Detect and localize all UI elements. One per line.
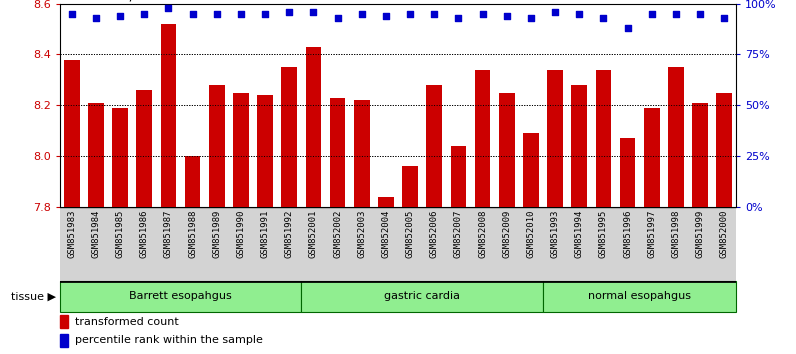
Text: GSM852008: GSM852008 (478, 209, 487, 258)
Bar (451, 146, 466, 354)
Point (718, 15, 731, 21)
Point (331, 15, 344, 21)
Text: GSM852010: GSM852010 (526, 209, 536, 258)
Point (669, 11, 682, 17)
Bar (257, 95, 273, 354)
Text: GSM851990: GSM851990 (236, 209, 245, 258)
Bar (572, 85, 587, 354)
Point (573, 11, 586, 17)
Bar (474, 70, 490, 354)
Point (114, 13, 127, 19)
Bar (716, 93, 732, 354)
Text: GSM851989: GSM851989 (213, 209, 221, 258)
Text: GSM851994: GSM851994 (575, 209, 583, 258)
Text: GSM851985: GSM851985 (115, 209, 125, 258)
Text: GSM851986: GSM851986 (140, 209, 149, 258)
Point (186, 11, 199, 17)
Bar (595, 70, 611, 354)
Point (621, 25, 634, 31)
Point (525, 15, 537, 21)
Bar (233, 93, 249, 354)
Text: tissue ▶: tissue ▶ (10, 291, 56, 302)
Bar (354, 100, 369, 354)
Text: transformed count: transformed count (75, 316, 178, 327)
Bar (644, 108, 660, 354)
Point (283, 9, 295, 15)
Text: GSM851998: GSM851998 (671, 209, 681, 258)
Text: GSM852001: GSM852001 (309, 209, 318, 258)
Bar (402, 166, 418, 354)
Point (548, 9, 561, 15)
Bar (60, 315, 68, 328)
Bar (88, 103, 103, 354)
Text: GSM852000: GSM852000 (720, 209, 728, 258)
Text: GSM852003: GSM852003 (357, 209, 366, 258)
Point (259, 11, 271, 17)
Point (90, 15, 103, 21)
Bar (427, 85, 442, 354)
Bar (543, 281, 736, 312)
Bar (60, 281, 302, 312)
Text: GSM852002: GSM852002 (333, 209, 342, 258)
Bar (523, 133, 539, 354)
Bar (499, 93, 514, 354)
Text: normal esopahgus: normal esopahgus (588, 291, 691, 302)
Bar (64, 59, 80, 354)
Point (428, 11, 441, 17)
Point (476, 11, 489, 17)
Text: GSM851983: GSM851983 (68, 209, 76, 258)
Text: GSM851988: GSM851988 (188, 209, 197, 258)
Text: GSM851987: GSM851987 (164, 209, 173, 258)
Text: GDS4350 / 8024420: GDS4350 / 8024420 (60, 0, 200, 2)
Point (210, 11, 223, 17)
Point (646, 11, 658, 17)
Point (162, 5, 175, 10)
Bar (161, 24, 176, 354)
Text: Barrett esopahgus: Barrett esopahgus (129, 291, 232, 302)
Bar (378, 197, 394, 354)
Text: GSM851992: GSM851992 (285, 209, 294, 258)
Bar (302, 281, 543, 312)
Point (138, 11, 150, 17)
Point (501, 13, 513, 19)
Point (597, 15, 610, 21)
Bar (330, 98, 345, 354)
Text: percentile rank within the sample: percentile rank within the sample (75, 335, 263, 346)
Text: GSM851993: GSM851993 (551, 209, 560, 258)
Text: GSM852004: GSM852004 (381, 209, 390, 258)
Text: GSM851995: GSM851995 (599, 209, 608, 258)
Bar (282, 67, 297, 354)
Point (235, 11, 248, 17)
Point (404, 11, 416, 17)
Point (307, 9, 320, 15)
Text: GSM851999: GSM851999 (696, 209, 704, 258)
Bar (60, 334, 68, 347)
Bar (668, 67, 684, 354)
Text: GSM851991: GSM851991 (260, 209, 270, 258)
Point (380, 13, 392, 19)
Text: GSM851997: GSM851997 (647, 209, 656, 258)
Bar (185, 156, 201, 354)
Text: gastric cardia: gastric cardia (384, 291, 460, 302)
Text: GSM851984: GSM851984 (92, 209, 100, 258)
Bar (136, 90, 152, 354)
Text: GSM852005: GSM852005 (406, 209, 415, 258)
Bar (112, 108, 128, 354)
Point (452, 15, 465, 21)
Text: GSM852006: GSM852006 (430, 209, 439, 258)
Point (355, 11, 368, 17)
Bar (306, 47, 322, 354)
Bar (547, 70, 563, 354)
Point (693, 11, 706, 17)
Text: GSM852007: GSM852007 (454, 209, 463, 258)
Bar (693, 103, 708, 354)
Point (65, 11, 78, 17)
Bar (620, 138, 635, 354)
Bar (209, 85, 224, 354)
Text: GSM851996: GSM851996 (623, 209, 632, 258)
Text: GSM852009: GSM852009 (502, 209, 511, 258)
